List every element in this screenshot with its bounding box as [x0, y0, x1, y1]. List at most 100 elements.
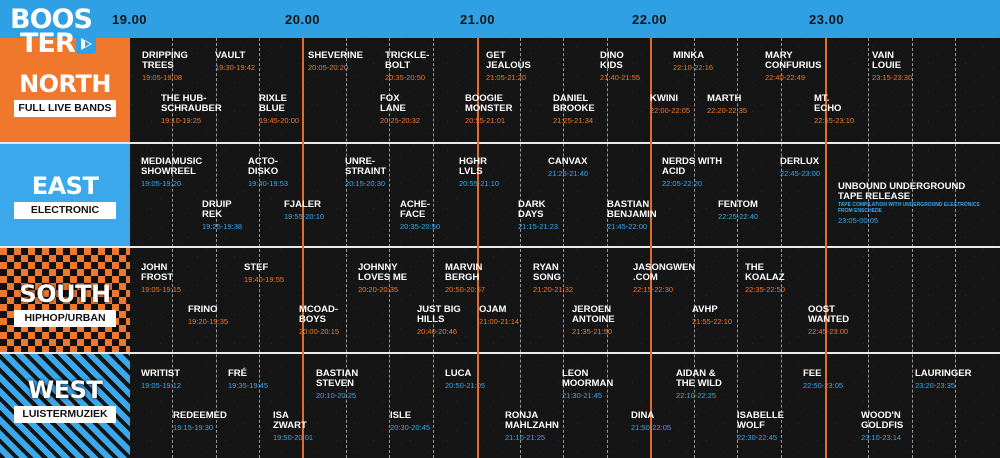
act-entry[interactable]: JOHNNY LOVES ME 20:20-20:35	[358, 263, 407, 295]
act-entry[interactable]: MCOAD- BOYS 20:00-20:15	[299, 305, 339, 337]
act-entry[interactable]: FJALER 19:55-20:10	[284, 200, 324, 222]
act-entry[interactable]: LUCA 20:50-21:05	[445, 369, 485, 391]
act-entry[interactable]: MEDIAMUSIC SHOWREEL 19:05-19:20	[141, 157, 202, 189]
hour-label: 23.00	[809, 12, 845, 27]
act-entry[interactable]: FRÉ 19:35-19:45	[228, 369, 268, 391]
act-time: 19:45-20:00	[259, 116, 300, 125]
act-entry[interactable]: DANIEL BROOKE 21:25-21:34	[553, 94, 595, 126]
stage-name: WEST	[27, 376, 103, 404]
act-entry[interactable]: UNBOUND UNDERGROUND TAPE RELEASE TAPE COM…	[838, 182, 980, 226]
act-entry[interactable]: ACTO- DISKO 19:40-19:53	[248, 157, 288, 189]
quarter-line	[216, 38, 217, 458]
act-entry[interactable]: FENTOM 22:25-22:40	[718, 200, 758, 222]
act-entry[interactable]: CANVAX 21:25-21:40	[548, 157, 588, 179]
quarter-line	[868, 38, 869, 458]
act-entry[interactable]: MT. ECHO 22:55-23:10	[814, 94, 854, 126]
act-entry[interactable]: BASTIAN STEVEN 20:10-20:25	[316, 369, 358, 401]
act-time: 21:25-21:34	[553, 116, 594, 125]
act-name: LEON MOORMAN	[562, 368, 614, 389]
act-entry[interactable]: ACHE- FACE 20:35-20:50	[400, 200, 440, 232]
act-time: 21:55-22:10	[692, 317, 733, 326]
act-entry[interactable]: GET JEALOUS 21:05-21:20	[486, 51, 531, 83]
act-entry[interactable]: FOX LANE 20:25-20:32	[380, 94, 420, 126]
act-entry[interactable]: MARY CONFURIUS 22:40-22:49	[765, 51, 821, 83]
act-time: 22:15-22:30	[633, 285, 674, 294]
act-entry[interactable]: ISABELLE WOLF 22:30-22:45	[737, 411, 784, 443]
act-entry[interactable]: FRINO 19:20-19:35	[188, 305, 228, 327]
act-time: 23:10-23:14	[861, 433, 902, 442]
quarter-line	[694, 38, 695, 458]
hour-line	[302, 38, 304, 458]
act-entry[interactable]: RONJA MAHLZAHN 21:10-21:25	[505, 411, 559, 443]
act-entry[interactable]: JOHN FROST 19:05-19:15	[141, 263, 181, 295]
act-name: MARY CONFURIUS	[765, 50, 822, 71]
act-entry[interactable]: AIDAN & THE WILD 22:10-22:25	[676, 369, 722, 401]
act-entry[interactable]: OJAM 21:00-21:14	[479, 305, 519, 327]
act-entry[interactable]: ISLE 20:30-20:45	[390, 411, 430, 433]
act-entry[interactable]: JEROEN ANTOINE 21:35-21:50	[572, 305, 615, 337]
act-name: DARK DAYS	[518, 199, 546, 220]
act-entry[interactable]: KWINI 22:00-22:05	[650, 94, 690, 116]
act-entry[interactable]: OOST WANTED 22:45-23:00	[808, 305, 849, 337]
act-entry[interactable]: VAIN LOUIE 23:15-23:30	[872, 51, 912, 83]
act-time: 23:05-00:05	[838, 216, 879, 225]
quarter-line	[346, 38, 347, 458]
stage-north: NORTH FULL LIVE BANDS	[0, 38, 130, 142]
act-entry[interactable]: STEF 19:40-19:55	[244, 263, 284, 285]
act-time: 22:10-22:25	[676, 391, 717, 400]
act-entry[interactable]: DRUIP REK 19:25-19:38	[202, 200, 242, 232]
act-entry[interactable]: HGHR LVLS 20:55-21:10	[459, 157, 499, 189]
act-name: FRINO	[188, 304, 218, 315]
act-entry[interactable]: REDEEMED 19:15-19:30	[173, 411, 227, 433]
act-time: 21:05-21:20	[486, 73, 527, 82]
act-entry[interactable]: ISA ZWART 19:50-20:01	[273, 411, 313, 443]
act-time: 21:35-21:50	[572, 327, 613, 336]
act-entry[interactable]: JASONGWEN .COM 22:15-22:30	[633, 263, 695, 295]
act-entry[interactable]: AVHP 21:55-22:10	[692, 305, 732, 327]
act-name: FENTOM	[718, 199, 758, 210]
act-time: 21:45-22:00	[607, 222, 648, 231]
act-entry[interactable]: WOOD'N GOLDFIS 23:10-23:14	[861, 411, 903, 443]
act-name: JOHNNY LOVES ME	[358, 262, 408, 283]
act-name: FOX LANE	[380, 93, 406, 114]
play-arrow-icon	[76, 34, 96, 54]
act-name: UNBOUND UNDERGROUND TAPE RELEASE	[838, 181, 966, 202]
act-entry[interactable]: NERDS WITH ACID 22:05-22:20	[662, 157, 722, 189]
act-entry[interactable]: RIXLE BLUE 19:45-20:00	[259, 94, 299, 126]
act-entry[interactable]: THE KOALAZ 22:35-22:50	[745, 263, 785, 295]
act-entry[interactable]: SHEVERINE 20:05-20:20	[308, 51, 363, 73]
act-entry[interactable]: THE HUB- SCHRAUBER 19:10-19:25	[161, 94, 222, 126]
act-entry[interactable]: DERLUX 22:45-23:00	[780, 157, 820, 179]
act-name: THE KOALAZ	[745, 262, 785, 283]
act-name: BOOGIE MONSTER	[465, 93, 513, 114]
stage-genre: HIPHOP/URBAN	[14, 310, 116, 327]
act-entry[interactable]: BASTIAN BENJAMIN 21:45-22:00	[607, 200, 657, 232]
act-entry[interactable]: MARVIN BERGH 20:50-20:57	[445, 263, 485, 295]
hour-label: 20.00	[285, 12, 321, 27]
act-entry[interactable]: LAURINGER 23:20-23:35	[915, 369, 971, 391]
act-entry[interactable]: FEE 22:50-23:05	[803, 369, 843, 391]
act-name: DINO KIDS	[600, 50, 624, 71]
act-entry[interactable]: DRIPPING TREES 19:05-19:08	[142, 51, 188, 83]
act-name: SHEVERINE	[308, 50, 363, 61]
act-name: MINKA	[673, 50, 705, 61]
act-time: 23:20-23:35	[915, 381, 956, 390]
act-entry[interactable]: TRICKLE- BOLT 20:35-20:50	[385, 51, 429, 83]
act-name: AVHP	[692, 304, 718, 315]
act-entry[interactable]: LEON MOORMAN 21:30-21:45	[562, 369, 613, 401]
act-entry[interactable]: MARTH 22:20-22:35	[707, 94, 747, 116]
act-time: 22:20-22:35	[707, 106, 748, 115]
act-time: 22:10-22:16	[673, 63, 714, 72]
act-entry[interactable]: JUST BIG HILLS 20:40-20:46	[417, 305, 461, 337]
act-entry[interactable]: WRITIST 19:05-19:12	[141, 369, 181, 391]
act-time: 21:10-21:25	[505, 433, 546, 442]
act-entry[interactable]: VAULT 19:30-19:42	[215, 51, 255, 73]
act-entry[interactable]: DARK DAYS 21:15-21:23	[518, 200, 558, 232]
act-entry[interactable]: BOOGIE MONSTER 20:55-21:01	[465, 94, 513, 126]
act-entry[interactable]: MINKA 22:10-22:16	[673, 51, 713, 73]
act-entry[interactable]: RYAN SONG 21:20-21:32	[533, 263, 573, 295]
act-name: MT. ECHO	[814, 93, 842, 114]
act-entry[interactable]: UNRE- STRAINT 20:15-20:30	[345, 157, 386, 189]
act-entry[interactable]: DINO KIDS 21:40-21:55	[600, 51, 640, 83]
act-entry[interactable]: DINA 21:50-22:05	[631, 411, 671, 433]
